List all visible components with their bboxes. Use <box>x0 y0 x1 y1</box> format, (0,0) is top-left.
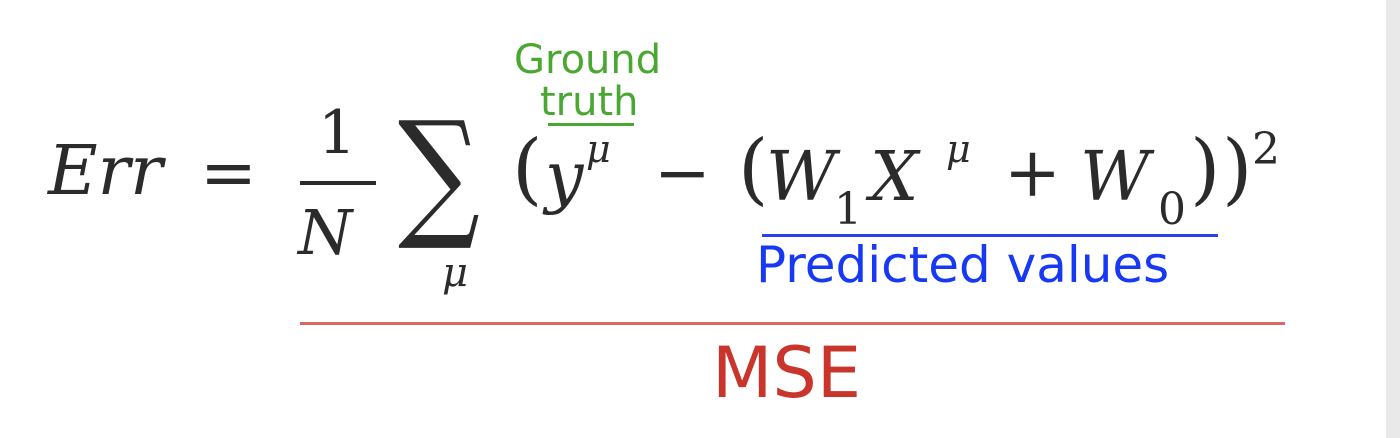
y-superscript: μ <box>586 127 611 171</box>
error-symbol: Err <box>48 132 163 211</box>
y-variable: y <box>545 138 584 217</box>
open-parenthesis: ( <box>512 124 543 214</box>
predicted-values-underline <box>762 234 1218 237</box>
fraction-denominator: N <box>298 196 353 269</box>
fraction-numerator: 1 <box>318 98 357 168</box>
w1-variable: W <box>766 138 836 217</box>
mse-divider <box>300 322 1285 325</box>
summation-symbol: ∑ <box>398 92 480 255</box>
ground-truth-label-line1: Ground <box>514 37 662 83</box>
ground-truth-label-line2: truth <box>540 79 639 125</box>
x-superscript: μ <box>946 127 971 171</box>
w0-subscript: 0 <box>1158 184 1186 235</box>
plus-sign: + <box>1004 134 1061 213</box>
equals-sign: = <box>200 134 257 213</box>
fraction-bar <box>300 181 376 185</box>
scrollbar-strip[interactable] <box>1386 0 1400 438</box>
minus-sign: − <box>654 134 711 213</box>
inner-open-parenthesis: ( <box>738 124 769 214</box>
square-exponent: 2 <box>1252 124 1280 175</box>
inner-close-parenthesis: ) <box>1190 124 1221 214</box>
w1-subscript: 1 <box>834 184 862 235</box>
ground-truth-underline <box>548 123 634 126</box>
predicted-values-label: Predicted values <box>756 236 1170 294</box>
close-parenthesis: ) <box>1222 124 1253 214</box>
w0-variable: W <box>1080 138 1150 217</box>
x-variable: X <box>870 138 919 217</box>
mse-label: MSE <box>712 332 862 414</box>
summation-index: μ <box>442 250 468 296</box>
